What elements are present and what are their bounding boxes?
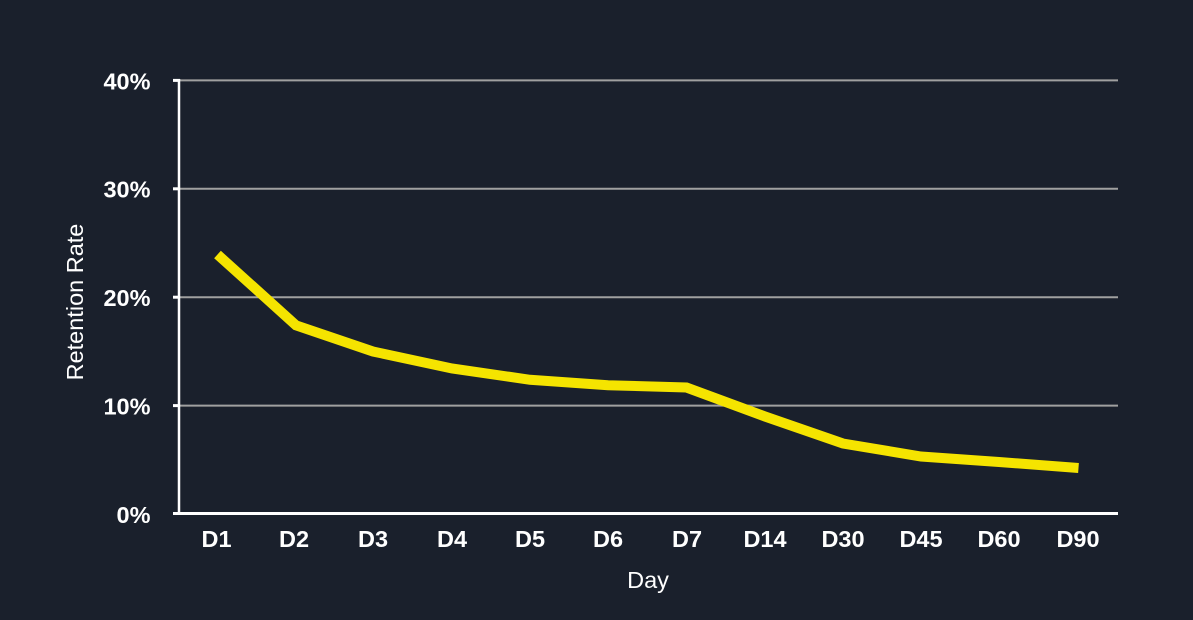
svg-text:D5: D5 xyxy=(515,526,545,552)
svg-text:Retention Rate: Retention Rate xyxy=(62,224,88,381)
svg-text:30%: 30% xyxy=(103,177,150,203)
svg-text:D45: D45 xyxy=(899,526,942,552)
svg-text:Day: Day xyxy=(627,567,669,593)
svg-text:D1: D1 xyxy=(201,526,231,552)
svg-text:D14: D14 xyxy=(743,526,786,552)
svg-text:D3: D3 xyxy=(358,526,388,552)
svg-text:40%: 40% xyxy=(103,68,150,94)
svg-text:D2: D2 xyxy=(279,526,309,552)
svg-text:D30: D30 xyxy=(821,526,864,552)
svg-text:D7: D7 xyxy=(672,526,702,552)
svg-text:0%: 0% xyxy=(117,502,151,528)
svg-text:D6: D6 xyxy=(593,526,623,552)
svg-text:D4: D4 xyxy=(437,526,467,552)
svg-text:D90: D90 xyxy=(1056,526,1099,552)
svg-text:D60: D60 xyxy=(977,526,1020,552)
svg-text:20%: 20% xyxy=(103,285,150,311)
svg-text:10%: 10% xyxy=(103,394,150,420)
